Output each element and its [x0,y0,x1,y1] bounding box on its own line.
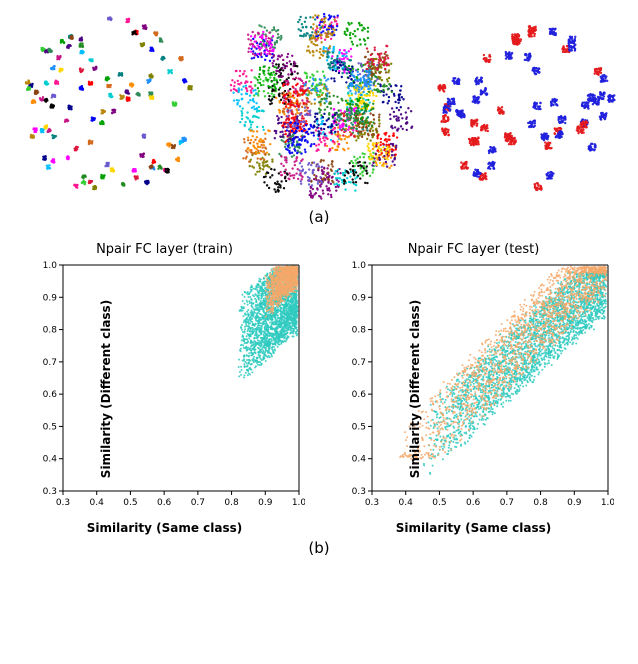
scatter-row: Npair FC layer (train) Similarity (Diffe… [10,242,628,535]
caption-a: (a) [10,208,628,226]
test-ylabel: Similarity (Different class) [408,300,422,478]
scatter-test-wrap: Npair FC layer (test) Similarity (Differ… [334,242,614,535]
caption-b: (b) [10,539,628,557]
train-title: Npair FC layer (train) [25,242,305,257]
scatter-train-wrap: Npair FC layer (train) Similarity (Diffe… [25,242,305,535]
tsne-row [10,10,628,200]
train-ylabel: Similarity (Different class) [99,300,113,478]
tsne-right [428,10,628,200]
tsne-mid [219,10,419,200]
test-title: Npair FC layer (test) [334,242,614,257]
train-xlabel: Similarity (Same class) [25,521,305,535]
scatter-test: Similarity (Different class) 0.30.30.40.… [334,259,614,519]
tsne-left [10,10,210,200]
test-xlabel: Similarity (Same class) [334,521,614,535]
scatter-train: Similarity (Different class) 0.30.30.40.… [25,259,305,519]
